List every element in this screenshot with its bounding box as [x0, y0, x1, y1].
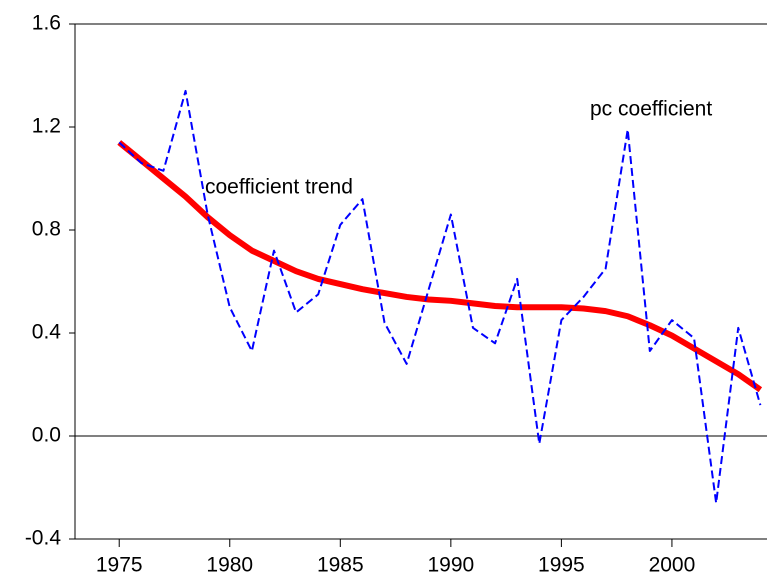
- y-tick-label: 0.8: [32, 218, 61, 241]
- y-tick-label: 1.2: [32, 115, 61, 138]
- x-tick-label: 1990: [427, 554, 474, 577]
- y-tick-label: -0.4: [25, 527, 62, 550]
- x-tick-label: 1975: [96, 554, 143, 577]
- x-tick-label: 1980: [206, 554, 253, 577]
- y-tick-label: 0.4: [32, 321, 62, 344]
- x-tick-label: 1995: [538, 554, 585, 577]
- series-annotation: pc coefficient: [590, 98, 712, 121]
- x-tick-label: 2000: [649, 554, 696, 577]
- series-line: [118, 89, 762, 504]
- y-tick-label: 1.6: [32, 12, 61, 35]
- y-tick-label: 0.0: [32, 424, 61, 447]
- series-line: [117, 140, 763, 393]
- series-annotation: coefficient trend: [205, 176, 353, 199]
- x-tick-label: 1985: [317, 554, 364, 577]
